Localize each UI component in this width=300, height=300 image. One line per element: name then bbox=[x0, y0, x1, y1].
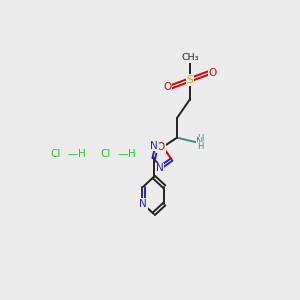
Text: —: — bbox=[118, 149, 128, 159]
Text: O: O bbox=[208, 68, 217, 78]
Text: H: H bbox=[128, 149, 136, 159]
Text: —: — bbox=[68, 149, 78, 159]
Text: CH₃: CH₃ bbox=[181, 53, 199, 62]
Text: S: S bbox=[187, 75, 193, 85]
Text: O: O bbox=[157, 142, 165, 152]
Text: Cl: Cl bbox=[50, 149, 61, 159]
Text: N: N bbox=[140, 199, 147, 209]
Text: N: N bbox=[196, 137, 203, 147]
Text: O: O bbox=[163, 82, 171, 92]
Text: N: N bbox=[156, 164, 164, 173]
Text: H: H bbox=[78, 149, 86, 159]
Text: H: H bbox=[197, 142, 203, 151]
Text: H: H bbox=[197, 134, 203, 143]
Text: Cl: Cl bbox=[100, 149, 111, 159]
Text: N: N bbox=[150, 141, 158, 151]
